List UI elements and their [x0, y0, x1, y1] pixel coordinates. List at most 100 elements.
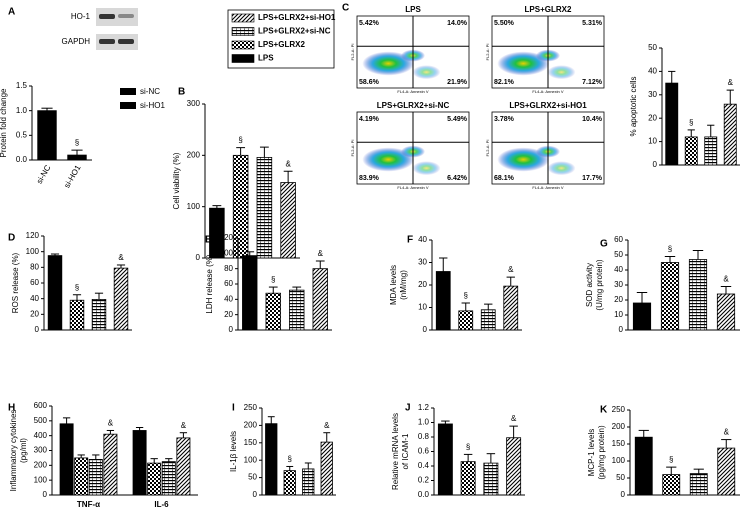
y-tick-label: 200 — [34, 460, 48, 469]
y-tick-label: 300 — [187, 99, 201, 108]
y-tick-label: 1.0 — [16, 106, 28, 115]
y-tick-label: 40 — [30, 294, 39, 303]
significance-mark: § — [669, 455, 673, 464]
flow-plot-title: LPS — [405, 5, 421, 14]
quadrant-percent: 7.12% — [582, 79, 603, 86]
bar — [662, 474, 681, 496]
western-blot — [96, 8, 138, 50]
bar — [91, 299, 107, 331]
quadrant-percent: 5.50% — [494, 20, 515, 27]
y-tick-label: 0.5 — [16, 130, 28, 139]
quadrant-percent: 3.78% — [494, 116, 515, 123]
bar — [684, 136, 698, 166]
y-tick-label: 30 — [418, 258, 427, 267]
blot-band — [118, 39, 134, 44]
bar — [242, 255, 258, 331]
significance-mark: § — [271, 275, 275, 284]
y-tick-label: 250 — [612, 405, 626, 414]
y-tick-label: 40 — [614, 265, 623, 274]
panel-letter: F — [407, 235, 413, 246]
y-tick-label: 100 — [244, 455, 258, 464]
y-tick-label: 50 — [616, 473, 625, 482]
bar — [483, 462, 499, 496]
bar — [103, 433, 118, 496]
quadrant-percent: 5.31% — [582, 20, 603, 27]
y-axis-label: Protein fold change — [0, 88, 8, 157]
significance-mark: § — [466, 443, 470, 452]
y-tick-label: 600 — [34, 401, 48, 410]
legend-label: si-NC — [140, 87, 160, 96]
y-axis-label: (U/mg protein) — [595, 259, 604, 310]
legend-swatch — [120, 102, 136, 109]
y-tick-label: 100 — [612, 456, 626, 465]
bar — [704, 136, 718, 166]
cell-cloud — [497, 51, 550, 76]
bar — [665, 82, 679, 166]
flow-y-label: FL2-A: PI — [485, 140, 490, 157]
bar — [506, 437, 522, 496]
blot-band — [118, 14, 134, 18]
cell-cloud — [497, 147, 550, 172]
legend-label: LPS+GLRX2+si-HO1 — [258, 13, 336, 22]
y-tick-label: 1.0 — [418, 418, 430, 427]
y-tick-label: 0.4 — [418, 461, 430, 470]
flow-y-label: FL2-A: PI — [350, 44, 355, 61]
y-tick-label: 0.0 — [16, 155, 28, 164]
y-tick-label: 30 — [648, 90, 657, 99]
y-tick-label: 500 — [34, 416, 48, 425]
blot-label: GAPDH — [62, 37, 91, 46]
bar — [320, 441, 333, 496]
flow-x-label: FL4-A: Annexin V — [532, 185, 563, 190]
y-tick-label: 80 — [224, 264, 233, 273]
cell-cloud — [412, 65, 441, 80]
y-axis-label: Inflammatory cytokines — [9, 410, 18, 492]
significance-mark: & — [724, 428, 730, 437]
y-tick-label: 20 — [418, 280, 427, 289]
bar — [460, 461, 476, 496]
bar — [435, 271, 451, 331]
cell-cloud — [547, 161, 576, 176]
bar — [716, 293, 736, 331]
significance-mark: § — [75, 283, 79, 292]
panel-letter: E — [205, 235, 212, 246]
y-tick-label: 0 — [619, 325, 624, 334]
bar — [161, 461, 176, 496]
y-tick-label: 20 — [30, 309, 39, 318]
panel-letter: D — [8, 233, 15, 244]
y-tick-label: 0 — [653, 160, 658, 169]
quadrant-percent: 82.1% — [494, 79, 515, 86]
y-tick-label: 40 — [418, 235, 427, 244]
y-tick-label: 40 — [224, 294, 233, 303]
y-tick-label: 0 — [621, 490, 626, 499]
panel-letter: B — [178, 87, 185, 98]
y-tick-label: 100 — [26, 247, 40, 256]
y-tick-label: 0 — [423, 325, 428, 334]
bar — [69, 299, 85, 331]
significance-mark: § — [66, 443, 70, 452]
y-tick-label: 50 — [614, 250, 623, 259]
quadrant-percent: 10.4% — [582, 116, 603, 123]
quadrant-percent: 21.9% — [447, 79, 468, 86]
y-tick-label: 100 — [220, 248, 234, 257]
y-tick-label: 40 — [648, 67, 657, 76]
quadrant-percent: 5.49% — [447, 116, 468, 123]
y-tick-label: 150 — [612, 439, 626, 448]
y-tick-label: 10 — [418, 303, 427, 312]
legend-swatch — [231, 27, 255, 36]
y-tick-label: 100 — [34, 475, 48, 484]
panel-letter: C — [342, 3, 349, 14]
y-tick-label: 0.0 — [418, 490, 430, 499]
y-axis-label: MCP-1 levels — [587, 429, 596, 477]
x-tick-label: IL-6 — [154, 500, 169, 509]
bar — [717, 447, 736, 496]
y-tick-label: 1.5 — [16, 81, 28, 90]
flow-x-label: FL4-A: Annexin V — [397, 89, 428, 94]
significance-mark: & — [324, 421, 330, 430]
bar — [37, 110, 57, 161]
bar — [113, 267, 129, 331]
bar — [503, 285, 519, 331]
legend-swatch — [120, 88, 136, 95]
bar — [265, 292, 281, 331]
bar — [688, 259, 708, 331]
